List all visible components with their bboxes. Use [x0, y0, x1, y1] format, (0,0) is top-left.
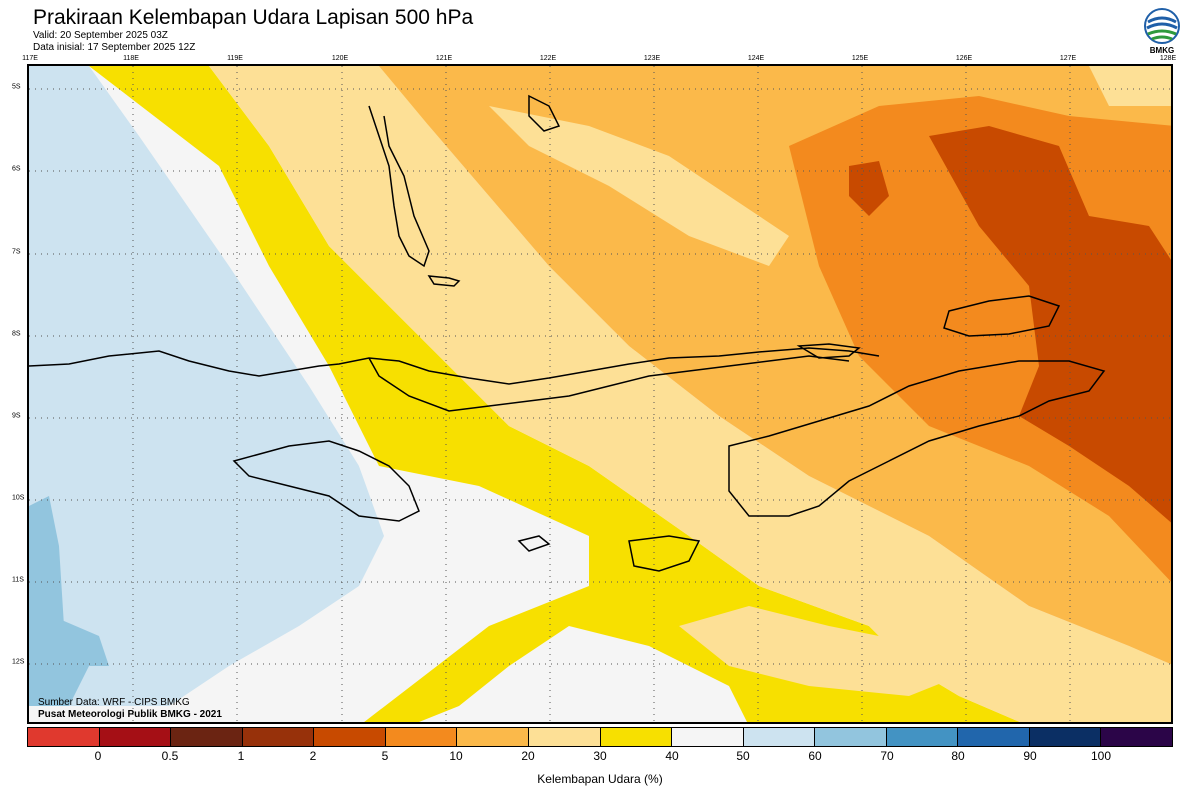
legend-swatch-3	[242, 728, 315, 746]
legend-tick-1: 1	[237, 749, 245, 763]
legend-swatch-7	[528, 728, 601, 746]
legend-tick-40: 40	[665, 749, 679, 763]
legend-swatch-10	[743, 728, 816, 746]
legend-tick-30: 30	[593, 749, 607, 763]
legend-tick-60: 60	[808, 749, 822, 763]
coast-timor	[728, 360, 1106, 517]
humidity-zone-20-30-strip	[489, 106, 789, 266]
lon-label-123e: 123E	[643, 55, 661, 62]
legend-swatch-5	[385, 728, 458, 746]
legend-tick-90: 90	[1023, 749, 1037, 763]
legend-swatch-11	[815, 728, 887, 746]
lon-label-126e: 126E	[955, 55, 973, 62]
lat-label-12s: 12S	[12, 658, 25, 666]
coast-sumbawa-flores	[368, 355, 850, 412]
init-time: Data inisial: 17 September 2025 12Z	[33, 42, 196, 53]
data-source: Sumber Data: WRF - CIPS BMKG	[38, 697, 190, 708]
lon-label-122e: 122E	[539, 55, 557, 62]
map-title: Prakiraan Kelembapan Udara Lapisan 500 h…	[33, 6, 474, 29]
legend-tick-80: 80	[951, 749, 965, 763]
legend-swatch-12	[886, 728, 959, 746]
lon-label-117e: 117E	[22, 55, 38, 62]
legend-swatch-1	[99, 728, 172, 746]
legend-swatch-4	[314, 728, 386, 746]
lat-label-11s: 11S	[12, 576, 24, 584]
humidity-zone-30-40	[89, 66, 1020, 722]
humidity-zone-60-70-small	[29, 606, 109, 666]
lon-label-120e: 120E	[331, 55, 349, 62]
lat-label-5s: 5S	[12, 83, 21, 91]
humidity-map-svg	[29, 66, 1171, 722]
humidity-zone-50-60	[29, 66, 384, 706]
lon-label-127e: 127E	[1059, 55, 1077, 62]
lat-label-8s: 8S	[12, 330, 21, 338]
legend-tick-100: 100	[1090, 749, 1112, 763]
legend-tick-0: 0	[94, 749, 102, 763]
coast-alor	[796, 343, 861, 359]
legend-tick-70: 70	[880, 749, 894, 763]
coast-sulawesi-south	[368, 105, 430, 268]
legend-label: Kelembapan Udara (%)	[537, 772, 663, 786]
color-legend	[27, 727, 1173, 747]
coast-sawu	[517, 535, 551, 552]
lon-label-128e: 128E	[1159, 55, 1177, 62]
humidity-zone-2-5-blob	[849, 161, 889, 216]
coast-rote	[628, 535, 701, 572]
coast-selayar	[427, 275, 461, 287]
lat-label-9s: 9S	[12, 412, 21, 420]
legend-tick-2: 2	[309, 749, 317, 763]
humidity-map	[27, 64, 1173, 724]
lon-label-121e: 121E	[435, 55, 453, 62]
legend-swatch-15	[1101, 728, 1172, 746]
legend-tick-10: 10	[449, 749, 463, 763]
legend-tick-50: 50	[736, 749, 750, 763]
legend-swatch-13	[958, 728, 1030, 746]
coast-wetar	[943, 295, 1061, 337]
legend-swatch-9	[672, 728, 744, 746]
legend-swatch-2	[171, 728, 243, 746]
lat-label-6s: 6S	[12, 165, 21, 173]
coast-bali-lombok	[29, 347, 880, 385]
lon-label-124e: 124E	[747, 55, 765, 62]
logo-text: BMKG	[1149, 46, 1175, 55]
legend-swatch-8	[600, 728, 673, 746]
lat-label-7s: 7S	[12, 248, 21, 256]
lon-label-119e: 119E	[227, 55, 243, 62]
legend-swatch-6	[457, 728, 529, 746]
humidity-zone-20-30-patch	[679, 606, 959, 696]
lon-label-125e: 125E	[851, 55, 869, 62]
coast-buton	[528, 94, 561, 132]
legend-swatch-14	[1029, 728, 1102, 746]
bmkg-logo-icon: BMKG	[1140, 6, 1184, 58]
lat-label-10s: 10S	[12, 494, 25, 502]
producer-credit: Pusat Meteorologi Publik BMKG - 2021	[38, 709, 222, 720]
legend-swatch-0	[28, 728, 100, 746]
humidity-zone-20-30	[209, 66, 1171, 722]
legend-tick-20: 20	[521, 749, 535, 763]
humidity-zone-20-30-island	[1089, 66, 1171, 106]
valid-time: Valid: 20 September 2025 03Z	[33, 30, 168, 41]
legend-tick-5: 5	[381, 749, 389, 763]
legend-tick-0-5: 0.5	[161, 749, 179, 763]
coast-sumba	[232, 440, 420, 522]
lon-label-118e: 118E	[123, 55, 139, 62]
